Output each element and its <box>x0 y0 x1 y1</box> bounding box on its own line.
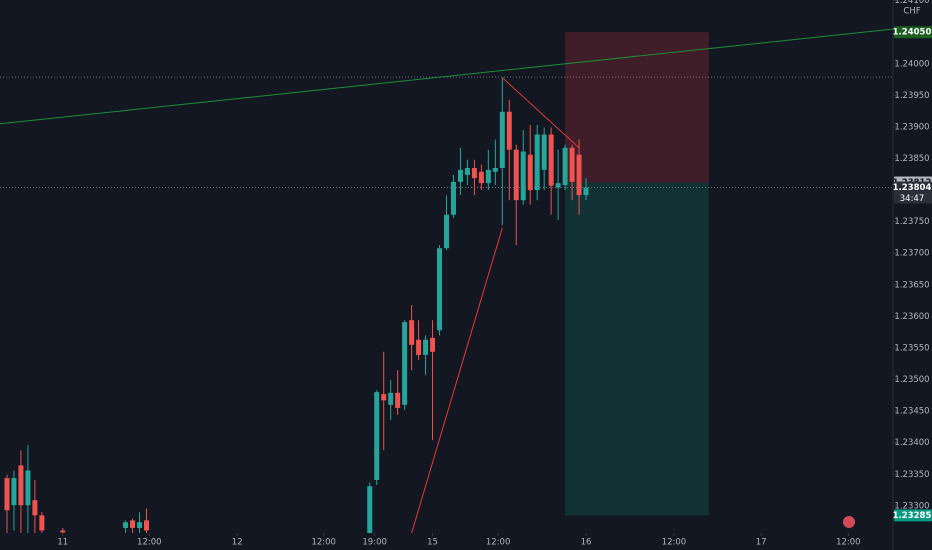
candle-body <box>381 394 387 401</box>
candle-body <box>409 320 415 345</box>
countdown: 34:47 <box>900 194 925 204</box>
candle-body <box>137 522 143 528</box>
currency: CHF <box>903 7 920 17</box>
candle-body <box>144 520 150 531</box>
candle-body <box>130 520 136 528</box>
candle-body <box>430 337 436 352</box>
y-tick-label: 1.23850 <box>894 154 929 164</box>
red-line <box>501 77 580 149</box>
candle-body <box>506 111 512 150</box>
candle-body <box>457 169 463 182</box>
y-tick-label: 1.23750 <box>894 217 929 227</box>
x-tick-label: 12:00 <box>836 538 861 548</box>
trendline <box>0 28 893 125</box>
x-tick-label: 12:00 <box>486 538 511 548</box>
candle-body <box>18 465 24 506</box>
y-tick-label: 1.23650 <box>894 280 929 290</box>
candle-body <box>374 392 380 480</box>
candle-body <box>395 392 401 408</box>
candle-body <box>123 522 129 528</box>
candle-body <box>464 167 470 175</box>
candle-body <box>4 478 10 511</box>
candle-body <box>11 478 17 506</box>
target-label-bg <box>894 509 932 522</box>
candle-body <box>32 500 38 516</box>
candle-body <box>548 134 554 186</box>
y-tick-label: 1.23600 <box>894 312 929 322</box>
y-tick-label: 1.23950 <box>894 91 929 101</box>
candle-body <box>478 171 484 184</box>
candle-body <box>450 181 456 215</box>
x-tick-label: 12 <box>232 538 243 548</box>
y-tick-label: 1.23700 <box>894 249 929 259</box>
y-tick-label: 1.23400 <box>894 438 929 448</box>
x-tick-label: 17 <box>756 538 767 548</box>
candle-body <box>60 530 66 533</box>
x-tick-label: 15 <box>427 538 438 548</box>
x-tick-label: 19:00 <box>362 538 387 548</box>
stop-label: 1.24050 <box>893 28 932 38</box>
position-target-zone <box>565 182 709 516</box>
candle-body <box>513 149 519 201</box>
candle-body <box>416 339 422 355</box>
candle-body <box>444 214 449 249</box>
last-price-label-bg <box>894 181 932 204</box>
candle-body <box>555 183 561 188</box>
stop-label-bg <box>894 26 932 39</box>
y-tick-label: 1.24000 <box>894 59 929 69</box>
candle-body <box>541 134 547 170</box>
x-tick-label: 12:00 <box>137 538 162 548</box>
candle-body <box>471 167 477 179</box>
candle-body <box>527 154 533 191</box>
plot-area <box>0 28 893 533</box>
last-price-label: 1.23804 <box>893 183 932 193</box>
candle-body <box>492 167 498 172</box>
candle-body <box>402 322 408 405</box>
x-tick-label: 11 <box>57 538 68 548</box>
y-tick-label: 1.23350 <box>894 470 929 480</box>
y-tick-label: 1.23300 <box>894 501 929 511</box>
candle-body <box>583 187 589 196</box>
candle-body <box>576 154 582 196</box>
y-tick-label: 1.23900 <box>894 122 929 132</box>
candle-body <box>485 169 491 184</box>
candle-body <box>39 515 45 531</box>
y-tick-label: 1.23550 <box>894 343 929 353</box>
candle-body <box>423 339 429 355</box>
candle-body <box>437 248 443 331</box>
candle-body <box>388 392 394 405</box>
x-tick-label: 12:00 <box>311 538 336 548</box>
event-icon[interactable] <box>843 516 855 528</box>
x-tick-label: 12:00 <box>662 538 687 548</box>
candle-body <box>569 147 575 182</box>
target-label: 1.23285 <box>893 511 932 521</box>
y-tick-label: 1.24100 <box>894 0 929 6</box>
candle-body <box>520 151 526 201</box>
y-tick-label: 1.23450 <box>894 407 929 417</box>
position-stop-zone <box>565 32 709 183</box>
red-line <box>411 227 503 533</box>
y-tick-label: 1.23500 <box>894 375 929 385</box>
x-tick-label: 16 <box>581 538 592 548</box>
candle-body <box>25 470 31 506</box>
axes: 1.23300 1.23350 1.23400 1.23450 1.23500 1.235… <box>57 0 932 550</box>
candle-body <box>534 134 540 191</box>
candle-body <box>562 147 568 186</box>
candle-body <box>367 486 373 533</box>
candle-body <box>499 111 505 168</box>
